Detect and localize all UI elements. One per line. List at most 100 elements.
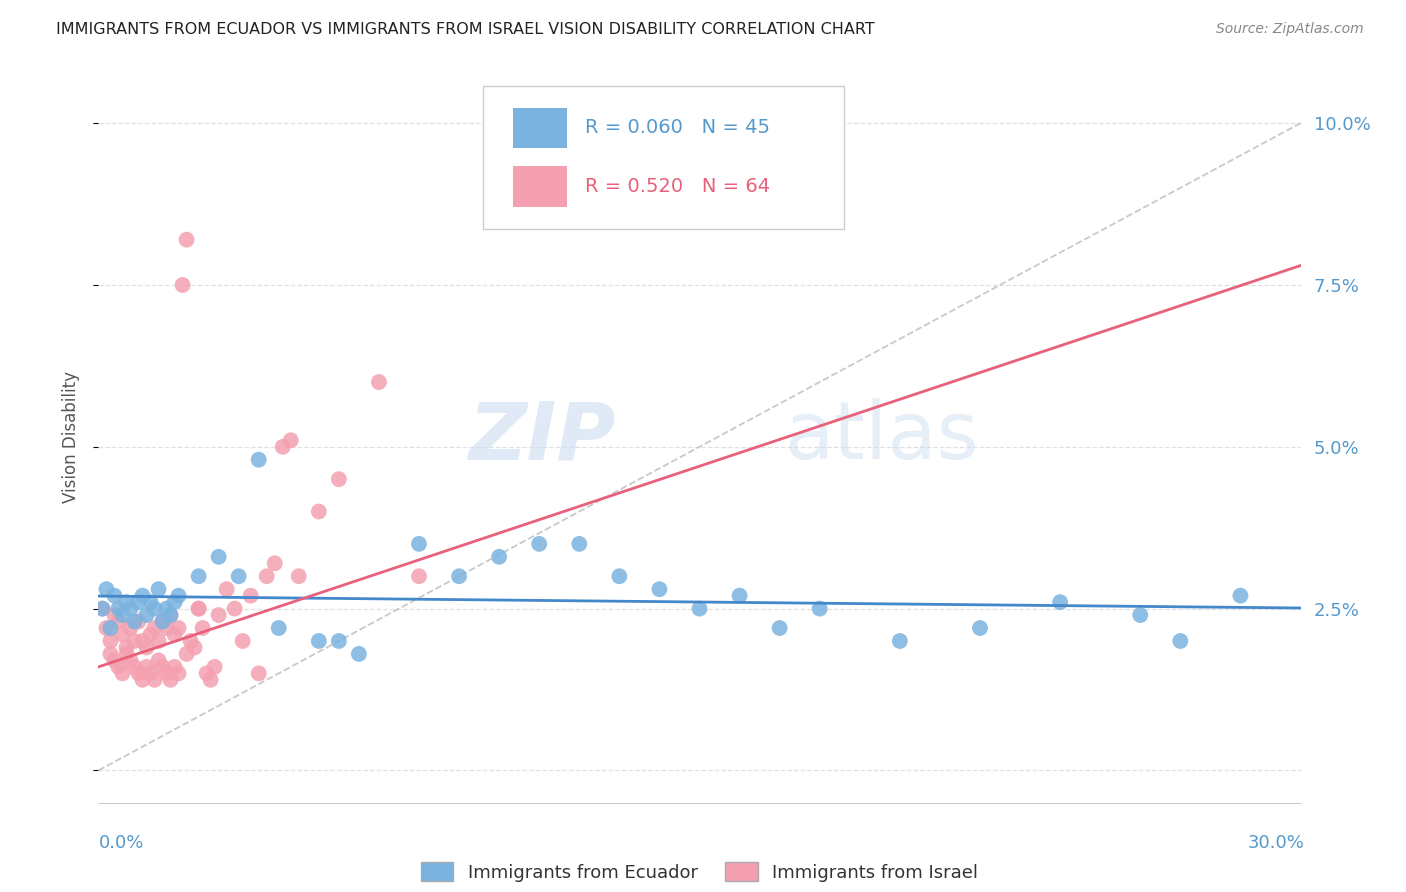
Y-axis label: Vision Disability: Vision Disability xyxy=(62,371,80,503)
Point xyxy=(191,621,214,635)
Point xyxy=(115,640,138,655)
Point xyxy=(100,621,122,635)
Point xyxy=(135,640,157,655)
Point xyxy=(1229,589,1251,603)
Point xyxy=(187,601,209,615)
Point xyxy=(263,557,285,571)
Point xyxy=(115,647,138,661)
Point xyxy=(408,537,430,551)
Point xyxy=(96,621,118,635)
Text: atlas: atlas xyxy=(783,398,979,476)
Point xyxy=(96,582,118,597)
Point xyxy=(808,601,831,615)
Point xyxy=(308,504,330,518)
Point xyxy=(187,569,209,583)
Point xyxy=(232,634,254,648)
Point xyxy=(488,549,510,564)
Point xyxy=(111,627,134,641)
Point xyxy=(208,549,231,564)
Point xyxy=(969,621,991,635)
Point xyxy=(148,634,170,648)
Point xyxy=(195,666,218,681)
Point xyxy=(204,660,226,674)
Point xyxy=(187,601,209,615)
Point xyxy=(143,673,166,687)
Point xyxy=(288,569,311,583)
Point xyxy=(155,601,177,615)
Point xyxy=(568,537,591,551)
Point xyxy=(308,634,330,648)
Point xyxy=(131,589,153,603)
FancyBboxPatch shape xyxy=(484,86,844,228)
Text: R = 0.520   N = 64: R = 0.520 N = 64 xyxy=(585,177,770,195)
Point xyxy=(111,666,134,681)
Point xyxy=(172,277,194,292)
Point xyxy=(107,660,129,674)
Text: IMMIGRANTS FROM ECUADOR VS IMMIGRANTS FROM ISRAEL VISION DISABILITY CORRELATION : IMMIGRANTS FROM ECUADOR VS IMMIGRANTS FR… xyxy=(56,22,875,37)
Point xyxy=(256,569,278,583)
Point xyxy=(176,647,198,661)
Text: Source: ZipAtlas.com: Source: ZipAtlas.com xyxy=(1216,22,1364,37)
Point xyxy=(688,601,710,615)
Point xyxy=(139,666,162,681)
Point xyxy=(124,660,146,674)
Point xyxy=(148,582,170,597)
Point xyxy=(215,582,238,597)
Point xyxy=(128,615,150,629)
Text: 0.0%: 0.0% xyxy=(98,834,143,852)
Point xyxy=(159,673,181,687)
Point xyxy=(267,621,290,635)
Point xyxy=(152,615,174,629)
Point xyxy=(152,660,174,674)
Legend: Immigrants from Ecuador, Immigrants from Israel: Immigrants from Ecuador, Immigrants from… xyxy=(413,855,986,888)
Point xyxy=(139,595,162,609)
Point xyxy=(148,653,170,667)
Point xyxy=(103,589,125,603)
Point xyxy=(728,589,751,603)
Point xyxy=(143,601,166,615)
Point xyxy=(120,621,142,635)
Point xyxy=(529,537,551,551)
Point xyxy=(163,660,186,674)
Point xyxy=(139,627,162,641)
Point xyxy=(408,569,430,583)
Point xyxy=(163,627,186,641)
Point xyxy=(1170,634,1192,648)
Point xyxy=(768,621,790,635)
Point xyxy=(609,569,631,583)
FancyBboxPatch shape xyxy=(513,108,567,148)
Point xyxy=(135,660,157,674)
Point xyxy=(167,589,190,603)
Point xyxy=(228,569,250,583)
Point xyxy=(347,647,370,661)
Point xyxy=(100,647,122,661)
Point xyxy=(107,601,129,615)
FancyBboxPatch shape xyxy=(513,167,567,207)
Point xyxy=(1129,608,1152,623)
Point xyxy=(115,595,138,609)
Point xyxy=(124,615,146,629)
Point xyxy=(107,615,129,629)
Point xyxy=(180,634,202,648)
Point xyxy=(247,666,270,681)
Point xyxy=(124,634,146,648)
Point xyxy=(167,666,190,681)
Point xyxy=(103,653,125,667)
Point xyxy=(200,673,222,687)
Point xyxy=(224,601,246,615)
Point xyxy=(128,595,150,609)
Point xyxy=(208,608,231,623)
Point xyxy=(239,589,262,603)
Point xyxy=(183,640,205,655)
Point xyxy=(280,434,302,448)
Text: ZIP: ZIP xyxy=(468,398,616,476)
Point xyxy=(163,595,186,609)
Point xyxy=(368,375,391,389)
Point xyxy=(328,634,350,648)
Point xyxy=(447,569,470,583)
Point xyxy=(143,621,166,635)
Point xyxy=(103,608,125,623)
Point xyxy=(131,634,153,648)
Point xyxy=(152,615,174,629)
Text: R = 0.060   N = 45: R = 0.060 N = 45 xyxy=(585,118,770,137)
